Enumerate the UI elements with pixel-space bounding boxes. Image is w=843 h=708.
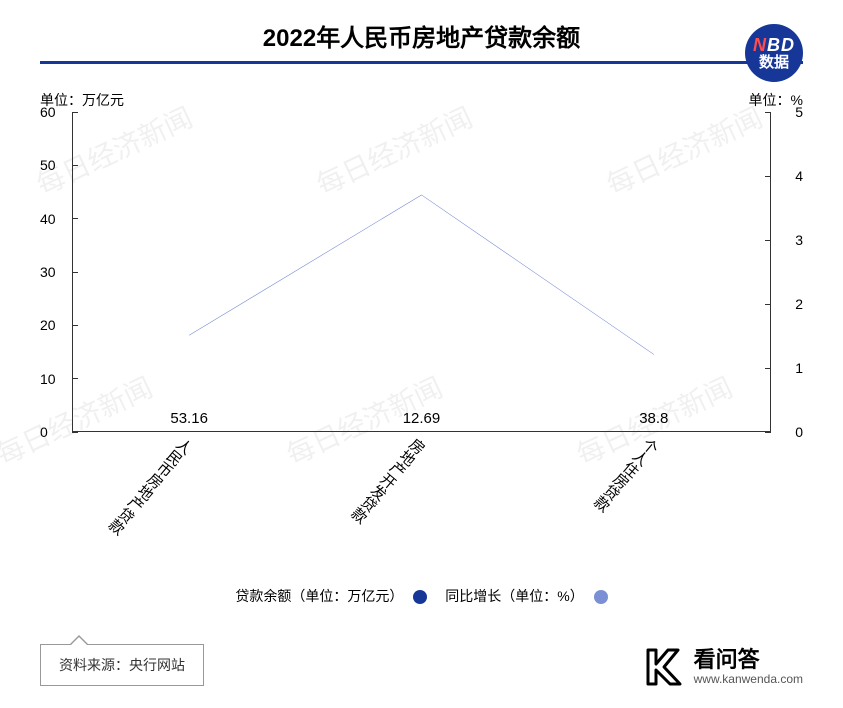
x-axis-labels: 人民币房地产贷款 房地产开发贷款 个人住房贷款 — [40, 432, 803, 582]
y-right-tick: 5 — [771, 104, 803, 120]
legend: 贷款余额（单位：万亿元） 同比增长（单位：%） — [0, 586, 843, 606]
footer-cn: 看问答 — [694, 648, 803, 672]
y-right-tick: 3 — [771, 232, 803, 248]
footer-logo: 看问答 www.kanwenda.com — [640, 644, 803, 690]
header: 2022年人民币房地产贷款余额 — [0, 0, 843, 61]
y-left-tick: 10 — [40, 371, 72, 387]
bar-group: 12.69 — [324, 410, 519, 431]
y-left-tick: 50 — [40, 157, 72, 173]
bar-value-label: 53.16 — [170, 410, 208, 427]
k-logo-icon — [640, 644, 686, 690]
y-left-tick: 40 — [40, 211, 72, 227]
y-left-tick: 60 — [40, 104, 72, 120]
y-right-tick: 4 — [771, 168, 803, 184]
y-axis-right: 012345 — [771, 112, 803, 432]
badge-top: NBD — [753, 36, 795, 55]
unit-row: 单位：万亿元 单位：% — [0, 64, 843, 112]
legend-item-bar: 贷款余额（单位：万亿元） — [235, 586, 427, 606]
bar-value-label: 12.69 — [403, 410, 441, 427]
legend-item-line: 同比增长（单位：%） — [445, 586, 607, 606]
bars-container: 53.16 12.69 38.8 — [73, 112, 770, 431]
legend-dot-line — [594, 590, 608, 604]
nbd-badge: NBD 数据 — [745, 24, 803, 82]
y-right-tick: 1 — [771, 360, 803, 376]
y-left-tick: 30 — [40, 264, 72, 280]
chart-title: 2022年人民币房地产贷款余额 — [40, 18, 803, 53]
x-category-label: 人民币房地产贷款 — [89, 433, 196, 555]
source-box: 资料来源：央行网站 — [40, 644, 204, 686]
y-left-tick: 20 — [40, 317, 72, 333]
bar-value-label: 38.8 — [639, 410, 668, 427]
legend-dot-bar — [413, 590, 427, 604]
chart-area: 0102030405060 012345 53.1612.6938.8 — [40, 112, 803, 432]
footer-url: www.kanwenda.com — [694, 673, 803, 686]
y-axis-left: 0102030405060 — [40, 112, 72, 432]
y-right-tick: 2 — [771, 296, 803, 312]
x-category-label: 房地产开发贷款 — [322, 433, 429, 555]
footer-text: 看问答 www.kanwenda.com — [694, 648, 803, 685]
source-text: 资料来源：央行网站 — [59, 657, 185, 673]
plot-area: 53.16 12.69 38.8 — [72, 112, 771, 432]
bar-group: 38.8 — [556, 410, 751, 431]
x-category-label: 个人住房贷款 — [555, 433, 662, 555]
badge-sub: 数据 — [759, 55, 789, 71]
bar-group: 53.16 — [92, 410, 287, 431]
